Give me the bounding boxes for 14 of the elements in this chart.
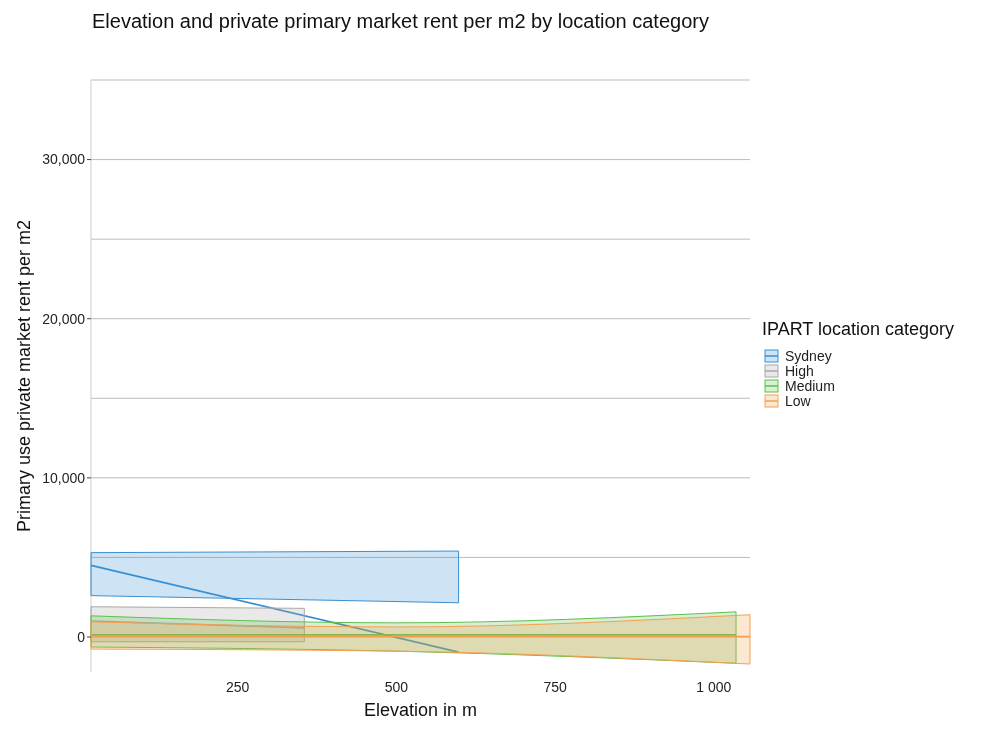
x-tick-label: 1 000 [696, 679, 732, 695]
legend-label: Low [785, 392, 812, 409]
y-axis-title: Primary use private market rent per m2 [14, 219, 34, 533]
y-tick-label: 0 [77, 628, 86, 645]
y-tick-label: 20,000 [42, 310, 86, 327]
legend-label: Sydney [785, 347, 832, 364]
legend-title: IPART location category [762, 319, 955, 339]
x-tick-label: 250 [225, 679, 250, 695]
x-tick-label: 750 [543, 679, 567, 695]
x-axis-title: Elevation in m [363, 700, 478, 720]
y-tick-label: 30,000 [42, 151, 86, 168]
chart-title: Elevation and private primary market rent per m2 by location category [92, 10, 709, 32]
x-tick-label: 500 [384, 679, 409, 695]
y-tick-label: 10,000 [42, 469, 86, 486]
